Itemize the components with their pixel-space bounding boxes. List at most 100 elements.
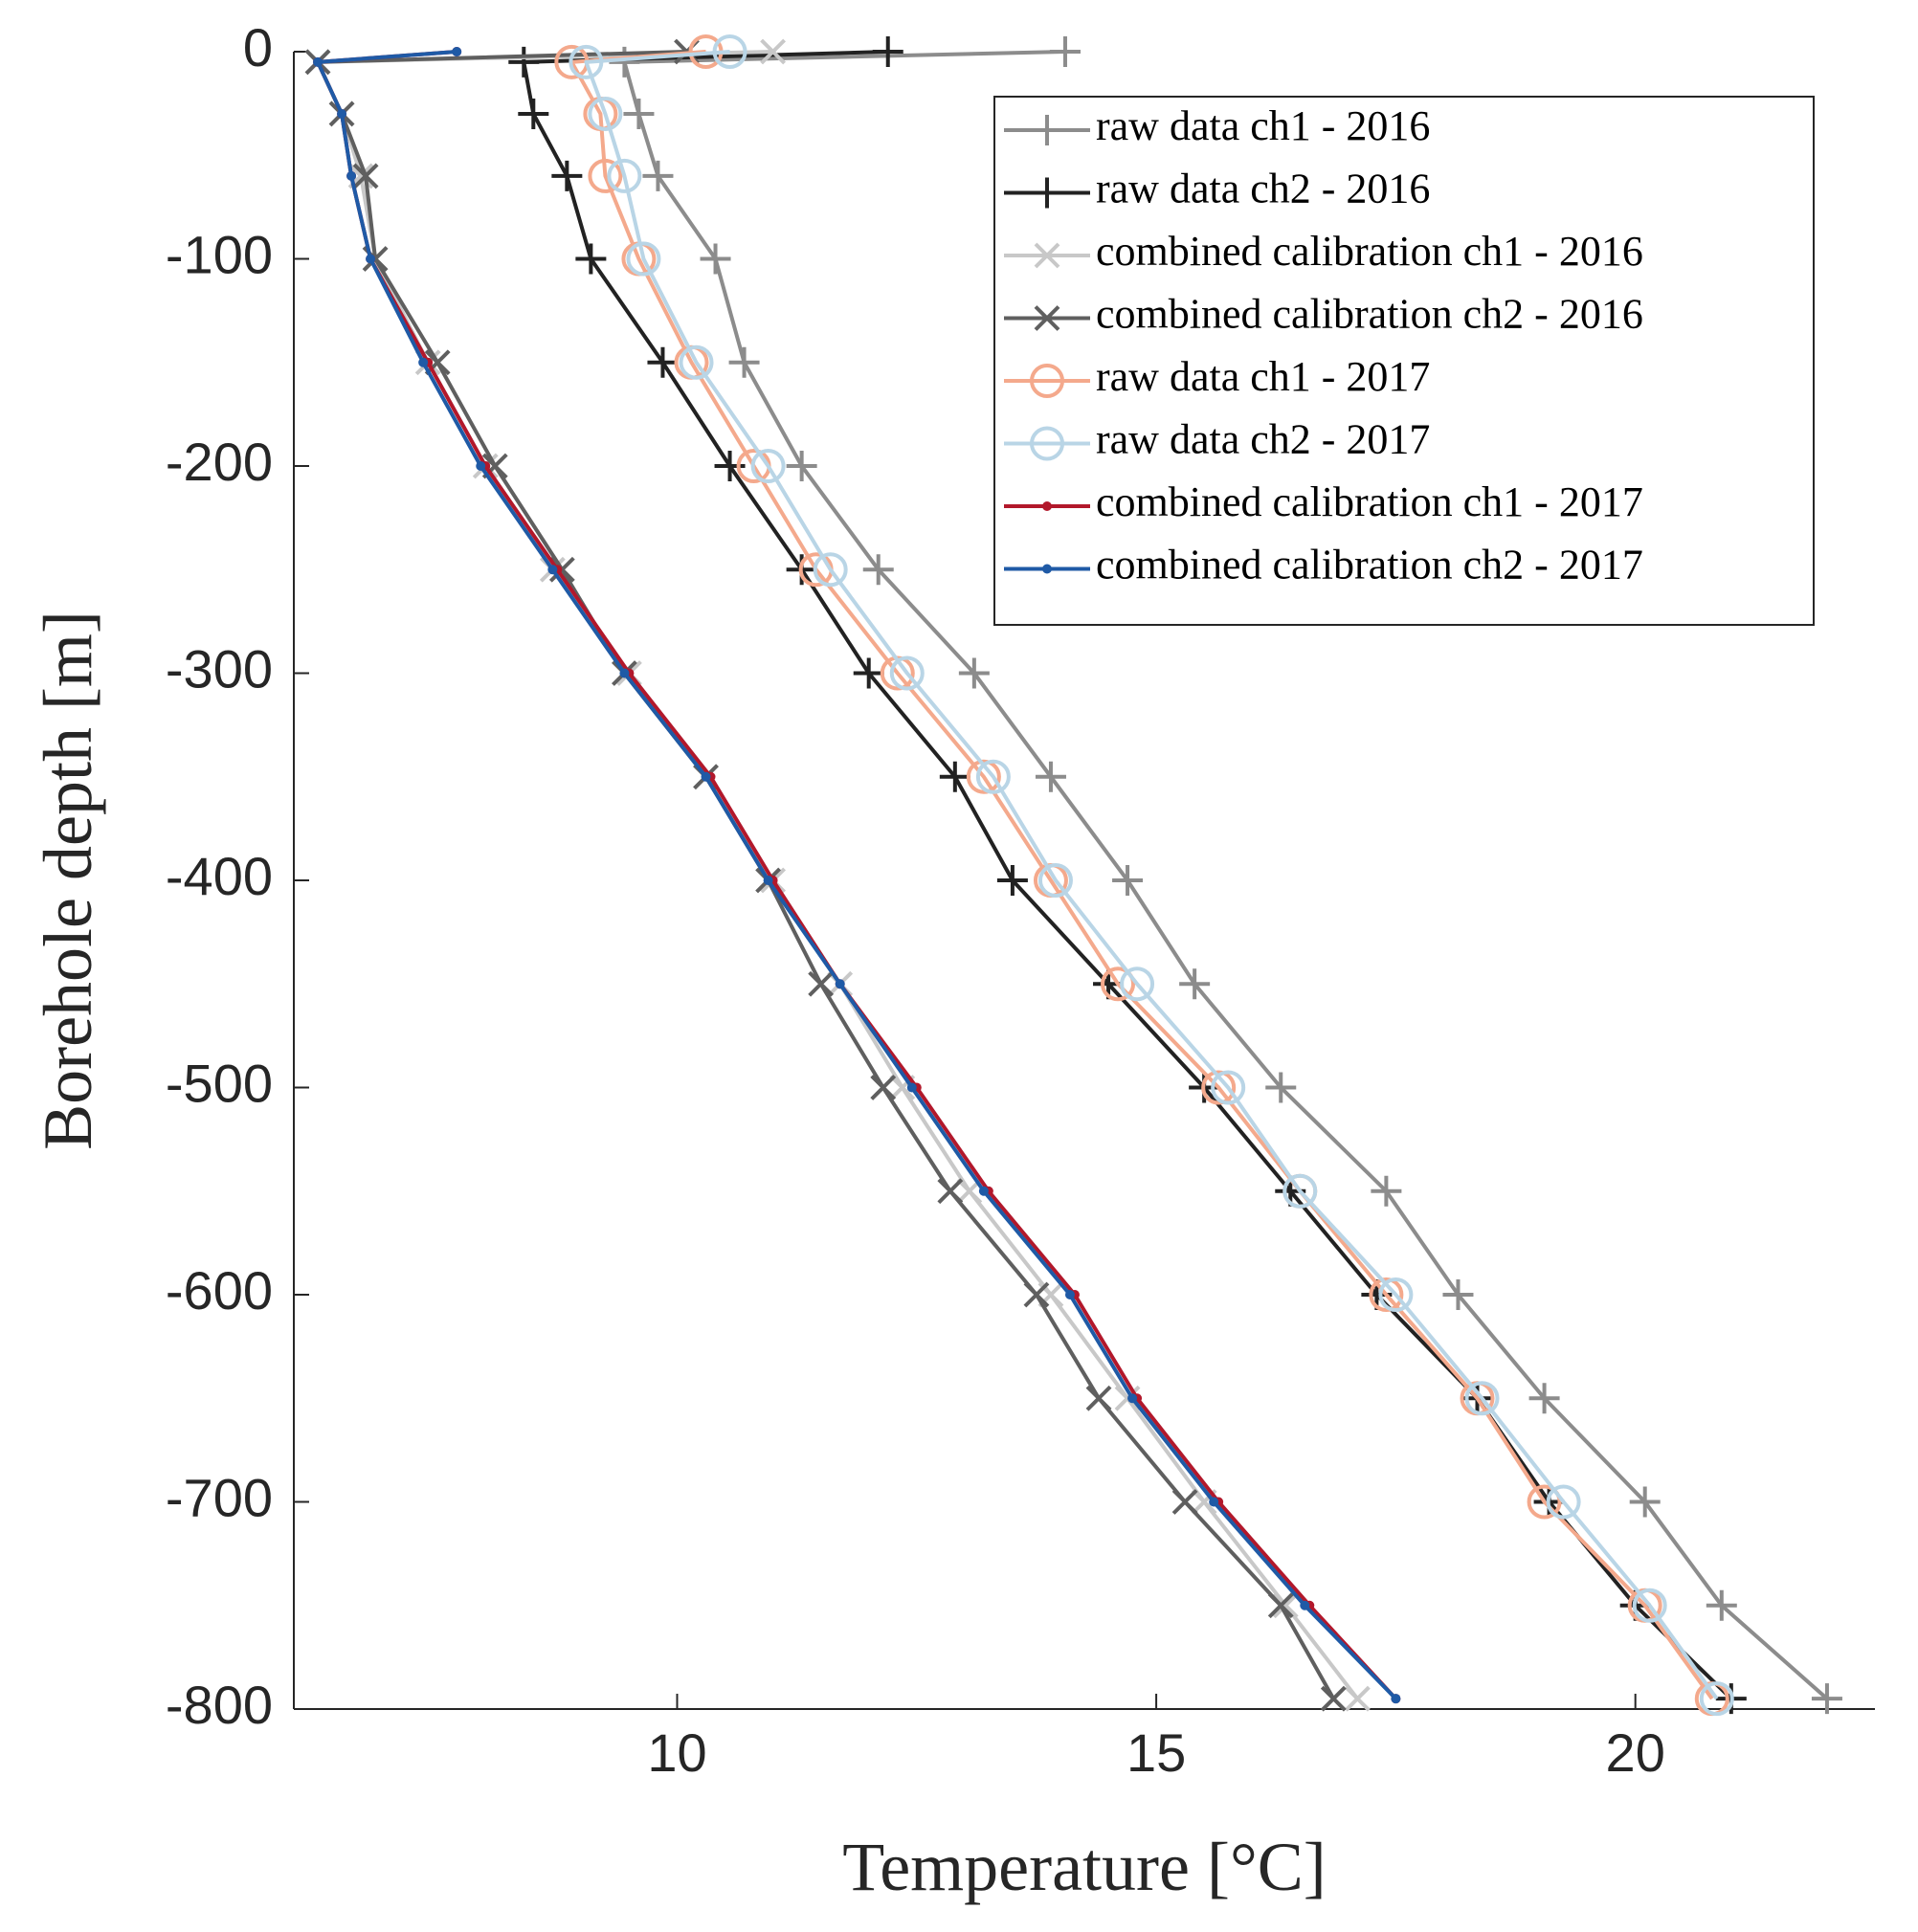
marker <box>872 36 903 67</box>
marker <box>1282 1173 1318 1209</box>
marker <box>1085 1385 1112 1411</box>
marker <box>1464 1381 1500 1416</box>
marker <box>1042 501 1052 511</box>
legend: raw data ch1 - 2016 raw data ch2 - 2016 co… <box>993 96 1815 626</box>
marker <box>760 38 787 65</box>
marker <box>1209 1497 1219 1507</box>
marker <box>346 170 357 181</box>
marker <box>712 34 747 69</box>
marker <box>626 241 661 277</box>
marker <box>313 56 323 67</box>
marker <box>1112 865 1144 896</box>
marker <box>1267 1592 1294 1619</box>
marker <box>1171 1489 1198 1515</box>
marker <box>1032 177 1062 209</box>
series <box>609 36 1842 1715</box>
marker <box>647 346 679 378</box>
marker <box>1032 115 1062 145</box>
marker <box>1378 1277 1414 1312</box>
marker <box>1629 1486 1661 1518</box>
marker <box>966 759 1001 794</box>
marker <box>1023 1281 1050 1308</box>
marker <box>700 243 731 275</box>
marker <box>588 158 623 193</box>
series <box>569 34 1734 1717</box>
marker <box>352 163 379 189</box>
marker <box>853 657 884 689</box>
marker <box>1272 1592 1299 1619</box>
marker <box>1049 36 1081 67</box>
marker <box>623 98 655 129</box>
marker <box>1211 1070 1246 1105</box>
marker <box>607 158 642 193</box>
marker <box>937 1178 964 1205</box>
x-tick-label: 15 <box>1126 1722 1186 1783</box>
marker <box>1101 966 1136 1002</box>
marker <box>939 761 970 792</box>
y-tick-label: -500 <box>166 1053 273 1113</box>
marker <box>1035 761 1066 792</box>
marker <box>1064 1290 1075 1299</box>
legend-label: raw data ch1 - 2016 <box>1096 102 1430 149</box>
marker <box>1369 1277 1404 1312</box>
marker <box>518 98 549 129</box>
marker <box>548 556 575 583</box>
marker <box>1320 1685 1347 1712</box>
marker <box>575 243 607 275</box>
marker <box>862 554 894 586</box>
marker <box>958 657 990 689</box>
y-tick-label: -600 <box>166 1260 273 1321</box>
y-tick-label: -200 <box>166 432 273 492</box>
line <box>569 50 1714 1700</box>
marker <box>763 876 773 885</box>
marker <box>588 96 623 131</box>
marker <box>679 344 714 380</box>
marker <box>1037 863 1073 898</box>
y-tick-label: -100 <box>166 224 273 284</box>
marker <box>418 357 429 367</box>
marker <box>1706 1589 1737 1621</box>
marker <box>808 970 835 997</box>
legend-label: combined calibration ch2 - 2017 <box>1096 542 1643 588</box>
marker <box>1265 1072 1297 1103</box>
legend-label: combined calibration ch1 - 2016 <box>1096 228 1643 275</box>
legend-label: combined calibration ch2 - 2016 <box>1096 291 1643 338</box>
marker <box>1371 1175 1402 1207</box>
legend-label: raw data ch2 - 2017 <box>1096 416 1430 463</box>
marker <box>1527 1484 1562 1520</box>
marker <box>978 1186 989 1196</box>
y-tick-label: -800 <box>166 1675 273 1735</box>
marker <box>1179 968 1211 1000</box>
marker <box>835 979 845 989</box>
marker <box>1127 1393 1138 1404</box>
marker <box>642 160 674 191</box>
marker <box>728 346 760 378</box>
marker <box>1034 242 1060 269</box>
marker <box>1811 1683 1842 1715</box>
y-tick-label: -700 <box>166 1467 273 1527</box>
marker <box>1391 1694 1401 1704</box>
y-tick-label: -300 <box>166 638 273 699</box>
legend-label: combined calibration ch1 - 2017 <box>1096 478 1643 525</box>
marker <box>366 254 376 264</box>
marker <box>424 349 451 376</box>
y-tick-label: -400 <box>166 846 273 906</box>
marker <box>508 46 540 78</box>
series <box>313 47 1401 1704</box>
marker <box>1442 1279 1474 1310</box>
marker <box>786 451 817 481</box>
marker <box>1114 1385 1141 1411</box>
y-axis-label: Borehole depth [m] <box>30 611 106 1150</box>
legend-label: raw data ch1 - 2017 <box>1096 353 1430 400</box>
marker <box>569 44 604 79</box>
legend-label: raw data ch2 - 2016 <box>1096 166 1430 212</box>
x-tick-label: 10 <box>647 1722 706 1783</box>
marker <box>1546 1484 1581 1520</box>
marker <box>337 108 347 119</box>
y-tick-label: 0 <box>243 17 273 78</box>
legend-box <box>993 96 1815 626</box>
marker <box>870 1075 897 1100</box>
x-axis-label: Temperature [°C] <box>842 1829 1327 1905</box>
marker <box>1300 1600 1310 1610</box>
